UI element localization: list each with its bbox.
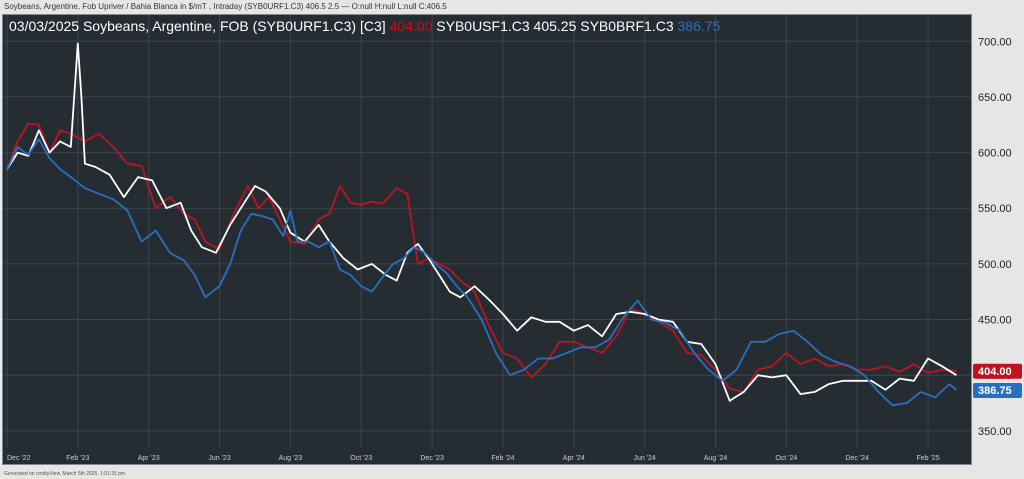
x-tick-label: Jun '24: [633, 455, 655, 462]
series-line-1: [6, 122, 957, 393]
legend-label-brf: SYB0BRF1.C3: [580, 18, 674, 34]
x-tick-label: Feb '24: [491, 455, 514, 462]
x-tick-label: Apr '23: [138, 455, 160, 462]
y-axis-panel: 350.00400.00450.00500.00550.00600.00650.…: [972, 14, 1024, 465]
header-text: Soybeans, Argentine, Fob Upriver / Bahia…: [4, 2, 447, 11]
header-bar: Soybeans, Argentine, Fob Upriver / Bahia…: [0, 0, 1024, 14]
legend-label-usf: SYB0USF1.C3: [436, 18, 530, 34]
y-tick-label: 700.00: [978, 36, 1012, 48]
footer-text: Generated on cmdtyView, March 5th 2025, …: [4, 471, 126, 477]
last-value-label: 386.75: [978, 385, 1012, 397]
plot-area[interactable]: Dec '22 Feb '23 Apr '23 Jun '23 Aug '23 Oct '…: [2, 14, 972, 465]
series-line-2: [6, 42, 957, 402]
x-tick-label: Jun '23: [208, 455, 230, 462]
y-tick-label: 350.00: [978, 426, 1012, 438]
x-tick-label: Aug '23: [279, 455, 303, 462]
y-tick-label: 450.00: [978, 315, 1012, 327]
x-tick-label: Dec '24: [845, 455, 869, 462]
x-tick-label: Dec '23: [420, 455, 444, 462]
legend-prefix: 03/03/2025 Soybeans, Argentine, FOB (SYB…: [9, 18, 386, 34]
last-value-badge: [973, 363, 1022, 379]
y-tick-label: 500.00: [978, 259, 1012, 271]
x-tick-label: Dec '22: [7, 455, 31, 462]
x-tick-label: Oct '24: [775, 455, 797, 462]
y-tick-label: 550.00: [978, 203, 1012, 215]
x-tick-label: Feb '23: [66, 455, 89, 462]
x-tick-label: Oct '23: [350, 455, 372, 462]
series-line-3: [6, 138, 957, 407]
x-tick-label: Feb '25: [916, 455, 939, 462]
y-tick-label: 650.00: [978, 92, 1012, 104]
x-tick-label: Apr '24: [563, 455, 585, 462]
legend-value-usf: 405.25: [533, 18, 577, 34]
y-tick-label: 600.00: [978, 148, 1012, 160]
footer-bar: Generated on cmdtyView, March 5th 2025, …: [0, 465, 1024, 479]
legend-value-urf: 404.00: [389, 18, 433, 34]
last-value-badge: [973, 382, 1022, 398]
legend-overlay: 03/03/2025 Soybeans, Argentine, FOB (SYB…: [9, 17, 720, 35]
x-tick-label: Aug '24: [704, 455, 728, 462]
y-axis: 350.00400.00450.00500.00550.00600.00650.…: [973, 36, 1022, 438]
legend-value-brf: 386.75: [677, 18, 721, 34]
line-chart: Dec '22 Feb '23 Apr '23 Jun '23 Aug '23 Oct '…: [3, 15, 971, 462]
last-value-label: 404.00: [978, 366, 1012, 378]
